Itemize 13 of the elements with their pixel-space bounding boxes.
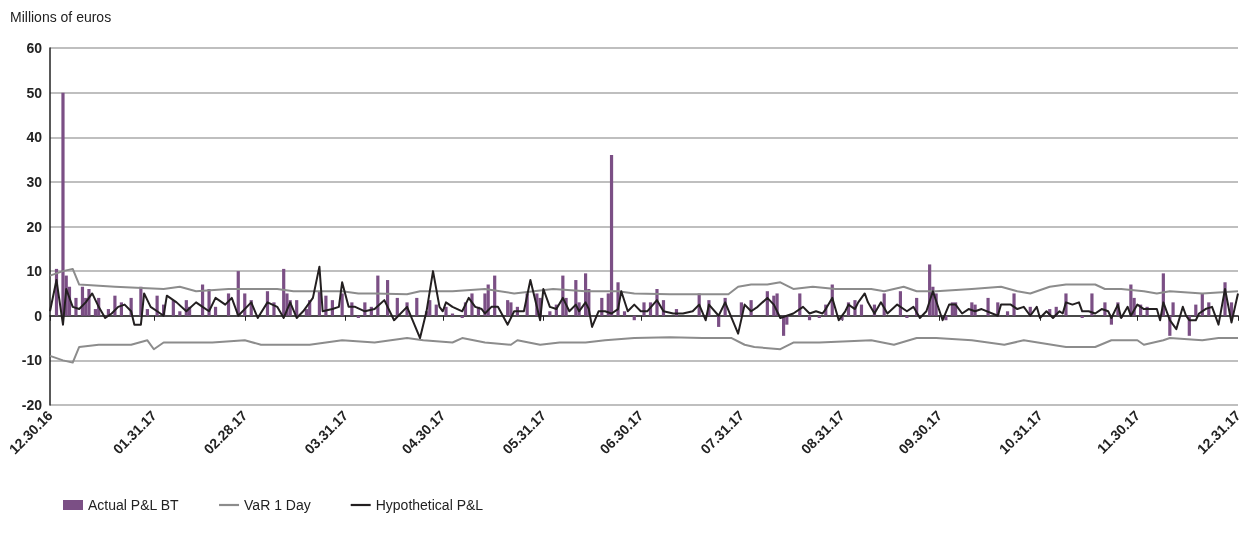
legend-label: Actual P&L BT <box>88 497 179 513</box>
y-tick-label: 10 <box>26 263 43 280</box>
y-tick-label: -10 <box>21 352 43 369</box>
legend-label: VaR 1 Day <box>244 497 311 513</box>
y-tick-label: 30 <box>26 173 43 190</box>
y-tick-label: 50 <box>26 84 43 101</box>
legend-label: Hypothetical P&L <box>375 497 484 513</box>
y-tick-label: -20 <box>21 397 43 413</box>
y-tick-label: 20 <box>26 218 43 235</box>
y-tick-label: 60 <box>26 40 43 56</box>
y-tick-label: 40 <box>26 129 43 146</box>
y-axis-title: Millions of euros <box>10 9 112 25</box>
y-tick-label: 0 <box>34 307 43 324</box>
